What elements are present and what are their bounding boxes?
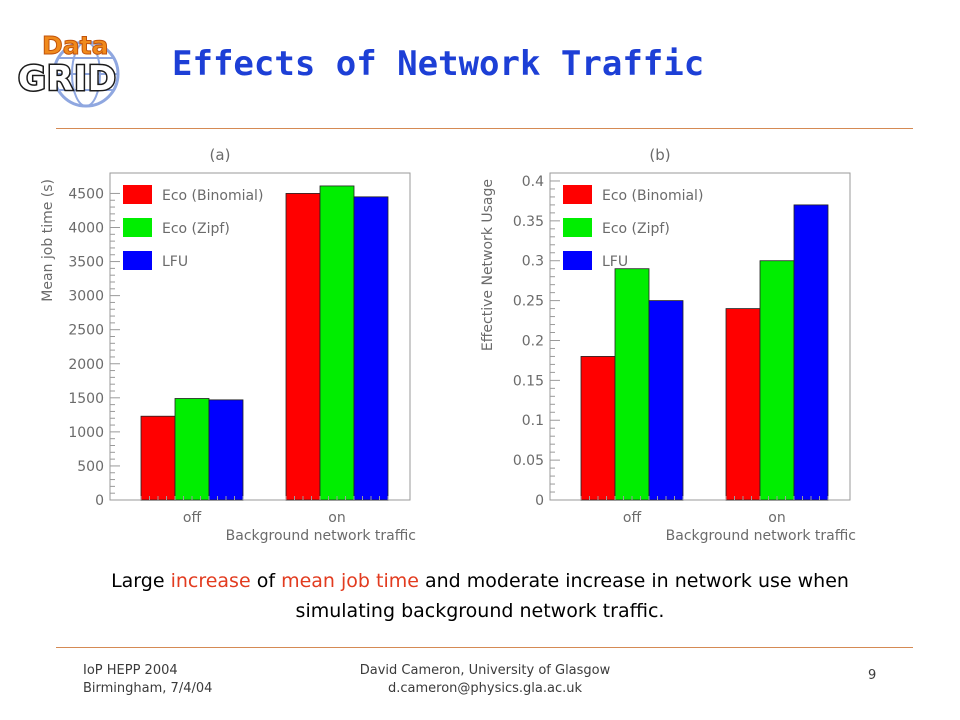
footer-event: IoP HEPP 2004	[83, 663, 178, 678]
footer-divider	[56, 647, 913, 648]
y-tick-label: 0.1	[522, 413, 544, 429]
y-axis-label: Effective Network Usage	[480, 179, 496, 351]
y-tick-label: 0	[95, 493, 104, 509]
bar-on-0	[725, 308, 761, 501]
caption-text-2: of	[250, 570, 282, 592]
legend-label-2: LFU	[602, 254, 628, 270]
x-tick-label: on	[768, 510, 785, 526]
plot-frame	[549, 172, 851, 501]
y-tick-label: 3000	[68, 289, 104, 305]
y-tick-label: 0	[535, 493, 544, 509]
panel-label: (a)	[210, 146, 231, 164]
y-axis-label: Mean job time (s)	[40, 179, 56, 302]
legend-label-1: Eco (Zipf)	[162, 221, 230, 237]
y-tick-label: 2000	[68, 357, 104, 373]
y-tick-label: 1500	[68, 391, 104, 407]
footer-author-name: David Cameron, University of Glasgow	[359, 663, 611, 678]
legend-label-2: LFU	[162, 254, 188, 270]
x-tick-label: off	[183, 510, 202, 526]
page-title: Effects of Network Traffic	[172, 44, 705, 84]
bar-off-0	[140, 415, 176, 501]
legend-swatch-2	[123, 251, 152, 270]
bar-off-1	[614, 268, 650, 501]
chart-b: (b) 0 0.05 0.1 0.15 0.2 0.25 0.3 0.35 0.4 Effectiv…	[480, 146, 856, 544]
header-divider	[56, 128, 913, 129]
footer-place-date: Birmingham, 7/4/04	[83, 681, 213, 696]
datagrid-logo: Data GRID	[14, 30, 146, 108]
slide-caption: Large increase of mean job time and mode…	[100, 566, 860, 626]
x-tick-label: on	[328, 510, 345, 526]
y-tick-label: 4000	[68, 221, 104, 237]
chart-panel-b: (b) 0 0.05 0.1 0.15 0.2 0.25 0.3 0.35 0.4 Effectiv…	[470, 138, 865, 548]
legend-swatch-0	[563, 185, 592, 204]
y-tick-label: 0.35	[513, 214, 544, 230]
y-tick-label: 0.3	[522, 254, 544, 270]
y-tick-label: 1000	[68, 425, 104, 441]
footer-conference: IoP HEPP 2004 Birmingham, 7/4/04	[83, 662, 212, 698]
legend-swatch-1	[563, 218, 592, 237]
bar-off-2	[208, 399, 244, 501]
caption-highlight-mean-job-time: mean job time	[281, 570, 419, 592]
y-tick-label: 0.4	[522, 174, 544, 190]
x-axis-label: Background network traffic	[666, 528, 856, 544]
y-tick-label: 500	[77, 459, 104, 475]
chart-panel-a: (a) 0 500 1000 1500 2000 2500 3000 3500 4000 4500 M…	[30, 138, 425, 548]
caption-highlight-increase: increase	[170, 570, 251, 592]
panel-label: (b)	[649, 146, 670, 164]
x-axis-label: Background network traffic	[226, 528, 416, 544]
chart-a: (a) 0 500 1000 1500 2000 2500 3000 3500 4000 4500 M…	[40, 146, 416, 544]
y-tick-label: 0.2	[522, 333, 544, 349]
footer-author-email: d.cameron@physics.gla.ac.uk	[387, 681, 582, 696]
bar-on-2	[793, 204, 829, 501]
caption-text-1: Large	[111, 570, 171, 592]
x-tick-label: off	[623, 510, 642, 526]
caption-text-3: and moderate increase in network use whe…	[295, 570, 849, 622]
bar-on-2	[353, 196, 389, 501]
bar-off-1	[174, 398, 210, 501]
y-tick-label: 3500	[68, 255, 104, 271]
legend-swatch-2	[563, 251, 592, 270]
legend-label-0: Eco (Binomial)	[162, 188, 263, 204]
legend-label-1: Eco (Zipf)	[602, 221, 670, 237]
legend-label-0: Eco (Binomial)	[602, 188, 703, 204]
bar-on-1	[759, 260, 795, 501]
bar-off-0	[580, 356, 616, 501]
legend-swatch-1	[123, 218, 152, 237]
y-tick-label: 2500	[68, 323, 104, 339]
bar-on-0	[285, 193, 321, 501]
legend-swatch-0	[123, 185, 152, 204]
y-tick-label: 0.15	[513, 373, 544, 389]
y-tick-label: 4500	[68, 186, 104, 202]
bar-on-1	[319, 185, 355, 501]
globe-icon: Data GRID	[17, 31, 120, 108]
footer-author: David Cameron, University of Glasgow d.c…	[330, 662, 640, 698]
y-tick-label: 0.05	[513, 453, 544, 469]
page-number: 9	[868, 668, 877, 683]
logo-word-top: Data	[42, 31, 108, 60]
bar-off-2	[648, 300, 684, 501]
logo-word-bottom: GRID	[18, 59, 117, 99]
y-tick-label: 0.25	[513, 294, 544, 310]
